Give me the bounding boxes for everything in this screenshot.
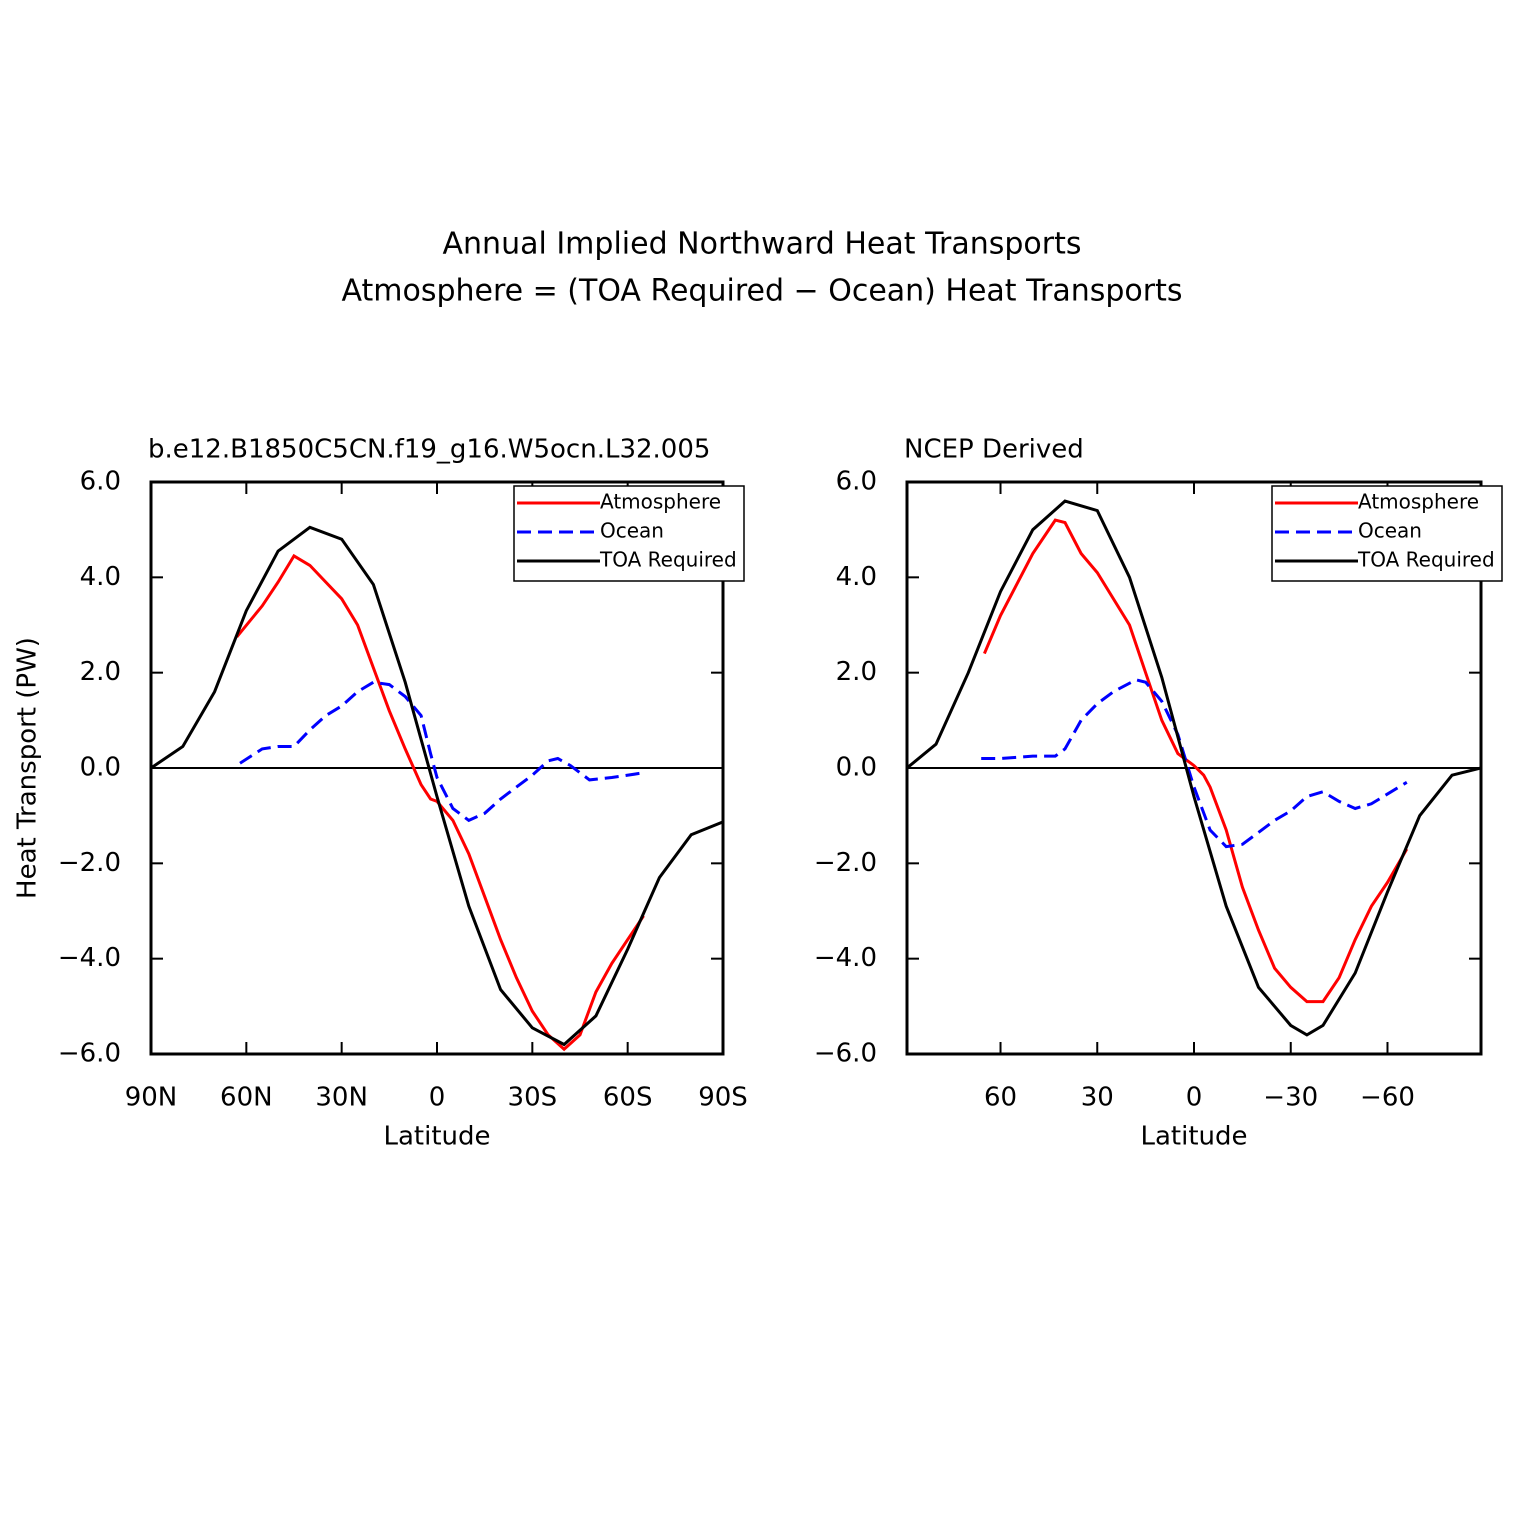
series-line: [907, 499, 1481, 1037]
y-tick-label: 4.0: [80, 562, 121, 592]
y-tick-label: −2.0: [814, 848, 877, 878]
x-axis-label: Latitude: [1140, 1122, 1247, 1152]
y-tick-label: −6.0: [58, 1039, 121, 1069]
panel-title: NCEP Derived: [904, 435, 1084, 465]
y-tick-label: 0.0: [836, 753, 877, 783]
series-line: [151, 525, 723, 1047]
y-tick-label: −4.0: [814, 943, 877, 973]
plot-frame: [149, 480, 725, 1056]
y-tick-label: 2.0: [836, 657, 877, 687]
y-tick-label: 0.0: [80, 753, 121, 783]
x-tick-label: 90S: [698, 1083, 748, 1113]
series-line: [983, 518, 1409, 1004]
plot-frame: [905, 480, 1483, 1056]
y-tick-label: 6.0: [80, 467, 121, 497]
x-tick-label: −60: [1360, 1083, 1415, 1113]
x-tick-label: 0: [429, 1083, 446, 1113]
y-axis-label: Heat Transport (PW): [13, 637, 43, 899]
x-tick-label: 30: [1081, 1083, 1114, 1113]
x-tick-label: 30N: [315, 1083, 368, 1113]
x-tick-label: 60: [984, 1083, 1017, 1113]
legend-label: TOA Required: [1357, 548, 1495, 572]
x-tick-label: 30S: [508, 1083, 558, 1113]
chart-subtitle: Atmosphere = (TOA Required − Ocean) Heat…: [341, 274, 1182, 309]
y-tick-label: −4.0: [58, 943, 121, 973]
chart-title: Annual Implied Northward Heat Transports: [443, 227, 1082, 262]
legend-label: Atmosphere: [1358, 490, 1479, 514]
y-tick-label: 4.0: [836, 562, 877, 592]
x-tick-label: −30: [1263, 1083, 1318, 1113]
x-tick-label: 60S: [603, 1083, 653, 1113]
x-tick-label: 60N: [220, 1083, 273, 1113]
legend-label: Ocean: [600, 519, 664, 543]
x-tick-label: 0: [1186, 1083, 1203, 1113]
series-line: [981, 678, 1408, 849]
x-axis-label: Latitude: [383, 1122, 490, 1152]
y-tick-label: −2.0: [58, 848, 121, 878]
legend-label: TOA Required: [599, 548, 737, 572]
y-tick-label: −6.0: [814, 1039, 877, 1069]
y-tick-label: 2.0: [80, 657, 121, 687]
panel-title: b.e12.B1850C5CN.f19_g16.W5ocn.L32.005: [148, 435, 710, 465]
legend-label: Ocean: [1358, 519, 1422, 543]
series-line: [239, 680, 644, 823]
panel: NCEP Derived Latitude 6.0 4.0 2.0 0.0 −2.0 −4.0…: [814, 435, 1503, 1152]
panel: b.e12.B1850C5CN.f19_g16.W5ocn.L32.005 Lat…: [13, 435, 748, 1152]
legend-label: Atmosphere: [600, 490, 721, 514]
x-tick-label: 90N: [125, 1083, 178, 1113]
y-tick-label: 6.0: [836, 467, 877, 497]
